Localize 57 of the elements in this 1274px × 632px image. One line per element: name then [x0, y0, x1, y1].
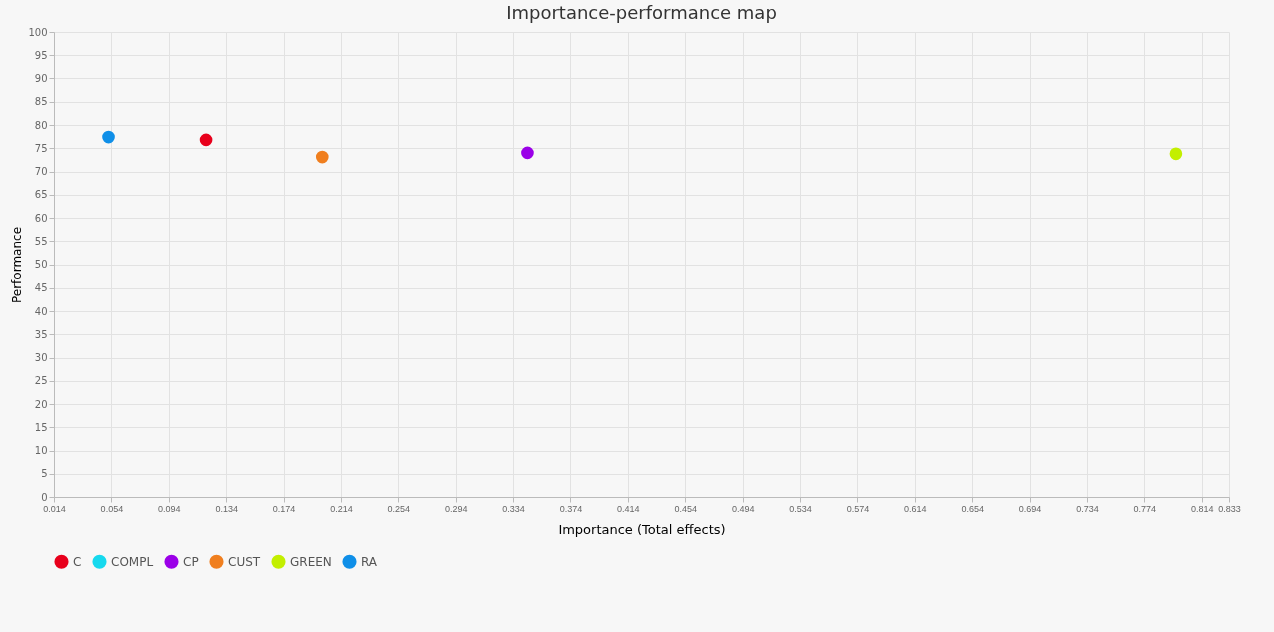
x-tick-label: 0.014 — [43, 503, 66, 514]
x-tick-label: 0.054 — [100, 503, 124, 514]
chart-title: Importance-performance map — [506, 2, 777, 23]
y-tick-label: 45 — [34, 282, 48, 294]
x-tick-label: 0.134 — [215, 503, 238, 514]
x-tick-label: 0.454 — [674, 503, 698, 514]
legend-label: CP — [183, 554, 199, 569]
x-tick-label: 0.094 — [158, 503, 181, 514]
legend-label: C — [73, 554, 82, 569]
y-tick-label: 0 — [41, 491, 48, 503]
x-tick-label: 0.334 — [502, 503, 525, 514]
x-tick-label: 0.694 — [1018, 503, 1042, 514]
y-tick-label: 70 — [34, 166, 48, 177]
x-tick-label: 0.374 — [559, 503, 583, 514]
legend-label: CUST — [228, 554, 261, 569]
x-tick-label: 0.814 — [1190, 503, 1214, 514]
y-tick-label: 25 — [34, 375, 48, 387]
legend-label: COMPL — [111, 554, 154, 569]
y-tick-label: 100 — [28, 26, 48, 38]
y-tick-label: 5 — [41, 468, 48, 480]
x-tick-label: 0.833 — [1218, 503, 1241, 514]
y-tick-label: 55 — [34, 235, 48, 247]
x-tick-label: 0.614 — [904, 503, 927, 514]
x-tick-label: 0.774 — [1133, 503, 1157, 514]
x-tick-label: 0.414 — [617, 503, 640, 514]
point — [102, 130, 115, 144]
y-tick-label: 40 — [34, 305, 48, 317]
y-tick-label: 60 — [34, 212, 48, 224]
x-tick-label: 0.654 — [961, 503, 984, 514]
point — [521, 146, 534, 160]
x-tick-label: 0.574 — [846, 503, 870, 514]
x-tick-label: 0.214 — [330, 503, 353, 514]
y-tick-label: 10 — [34, 445, 48, 456]
y-tick-label: 75 — [34, 142, 48, 154]
legend-label: RA — [361, 554, 378, 569]
y-tick-label: 85 — [34, 96, 48, 108]
y-tick-label: 65 — [34, 189, 48, 201]
x-tick-label: 0.734 — [1076, 503, 1099, 514]
y-tick-label: 30 — [34, 352, 48, 363]
x-axis-title: Importance (Total effects) — [558, 521, 726, 537]
x-tick-label: 0.294 — [444, 503, 468, 514]
y-tick-label: 35 — [34, 328, 48, 340]
y-axis-title: Performance — [10, 226, 25, 304]
x-tick-label: 0.254 — [387, 503, 411, 514]
legend-label: GREEN — [290, 554, 332, 569]
x-tick-label: 0.494 — [731, 503, 755, 514]
y-tick-label: 50 — [34, 259, 48, 270]
point — [1169, 147, 1183, 161]
point — [199, 133, 213, 147]
y-tick-label: 90 — [34, 73, 48, 84]
y-tick-label: 80 — [34, 119, 48, 131]
y-tick-label: 15 — [34, 421, 48, 433]
x-tick-label: 0.174 — [272, 503, 296, 514]
x-tick-label: 0.534 — [789, 503, 812, 514]
point — [315, 150, 329, 164]
y-tick-label: 20 — [34, 398, 48, 410]
y-tick-label: 95 — [34, 49, 48, 61]
